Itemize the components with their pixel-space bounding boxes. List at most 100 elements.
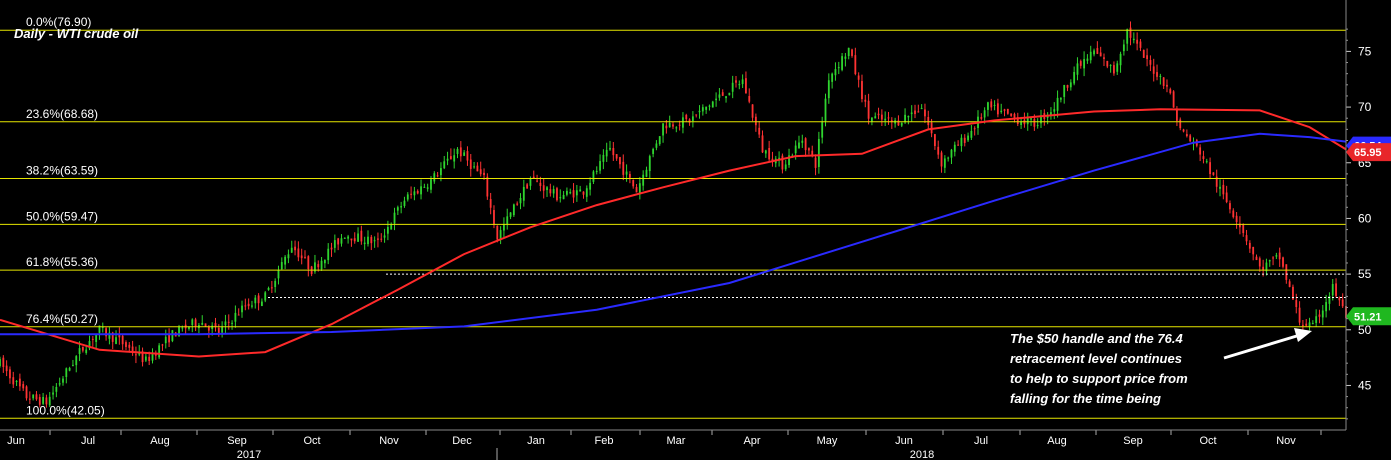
candle-body xyxy=(1003,109,1006,111)
candle-body xyxy=(231,322,233,324)
candle-body xyxy=(85,349,88,353)
candle-body xyxy=(1335,283,1337,297)
candle-body xyxy=(390,223,393,230)
candle-body xyxy=(615,154,618,159)
candle-body xyxy=(327,248,330,261)
candle-body xyxy=(270,287,273,289)
candle-body xyxy=(1089,51,1092,61)
candle-body xyxy=(416,191,419,194)
candle-body xyxy=(927,117,930,126)
candle-body xyxy=(32,394,35,399)
candle-body xyxy=(277,270,280,279)
candle-body xyxy=(1176,109,1178,121)
candle-body xyxy=(297,248,300,258)
candle-body xyxy=(1136,39,1139,44)
candle-body xyxy=(274,280,277,288)
candle-body xyxy=(241,305,243,313)
candle-body xyxy=(556,188,558,201)
fib-level-label: 76.4%(50.27) xyxy=(26,312,98,326)
x-month-label: Jan xyxy=(527,435,545,447)
candle-body xyxy=(1185,134,1188,137)
candle-body xyxy=(1189,135,1192,142)
candle-body xyxy=(496,225,499,240)
candle-body xyxy=(1318,314,1321,317)
candle-body xyxy=(831,73,834,82)
candle-body xyxy=(1142,50,1145,58)
x-month-label: Jun xyxy=(7,435,25,447)
candle-body xyxy=(1103,57,1105,59)
candle-body xyxy=(111,332,114,342)
candle-body xyxy=(410,193,413,195)
x-month-label: Sep xyxy=(1123,435,1143,447)
candle-body xyxy=(1258,258,1261,267)
candle-body xyxy=(28,398,31,400)
candle-body xyxy=(526,184,529,189)
candles-layer xyxy=(0,21,1347,408)
svg-text:65.95: 65.95 xyxy=(1354,147,1382,159)
candle-body xyxy=(290,247,293,253)
candle-body xyxy=(1315,316,1318,323)
candle-body xyxy=(761,135,764,153)
x-month-label: Feb xyxy=(595,435,614,447)
x-month-label: Jun xyxy=(895,435,913,447)
candle-body xyxy=(188,326,190,329)
candle-body xyxy=(701,107,704,112)
candle-body xyxy=(768,147,771,160)
candle-body xyxy=(383,235,386,238)
candle-body xyxy=(645,169,648,177)
candle-body xyxy=(386,226,389,234)
annotation-arrowhead xyxy=(1294,328,1312,342)
candle-body xyxy=(691,116,694,122)
candle-body xyxy=(75,356,78,366)
candle-body xyxy=(287,254,290,259)
candle-body xyxy=(396,207,399,211)
fib-level-label: 0.0%(76.90) xyxy=(26,15,91,29)
candle-body xyxy=(718,94,721,98)
candle-body xyxy=(105,328,108,337)
candle-body xyxy=(91,338,94,340)
candle-body xyxy=(257,295,260,304)
candle-body xyxy=(1056,97,1059,111)
candle-body xyxy=(884,118,887,121)
annotation-line: falling for the time being xyxy=(1010,391,1161,406)
candle-body xyxy=(516,203,519,205)
candle-body xyxy=(95,333,98,342)
candle-body xyxy=(536,180,538,182)
candle-body xyxy=(144,356,147,361)
candle-body xyxy=(1235,215,1238,223)
x-month-label: Jul xyxy=(81,435,95,447)
candle-body xyxy=(662,123,664,136)
candle-body xyxy=(22,384,25,389)
candle-body xyxy=(967,135,969,141)
candle-body xyxy=(1262,266,1265,271)
candle-body xyxy=(101,326,104,328)
candle-body xyxy=(1282,257,1284,267)
candle-body xyxy=(72,364,74,366)
candle-body xyxy=(307,256,310,270)
candle-body xyxy=(5,365,8,372)
candle-body xyxy=(1209,162,1211,175)
candle-body xyxy=(947,157,950,159)
x-month-label: Apr xyxy=(743,435,760,447)
candle-body xyxy=(784,164,787,170)
x-year-label: 2017 xyxy=(237,449,261,460)
candle-body xyxy=(1229,203,1231,210)
candle-body xyxy=(754,116,757,126)
candle-body xyxy=(353,238,356,242)
candle-body xyxy=(214,323,217,328)
candle-body xyxy=(1122,44,1125,52)
fib-level-label: 100.0%(42.05) xyxy=(26,403,105,417)
candle-body xyxy=(741,79,744,85)
candle-body xyxy=(953,144,956,152)
candle-body xyxy=(45,397,48,405)
y-tick-label: 75 xyxy=(1358,44,1372,58)
candle-body xyxy=(171,330,174,342)
candle-body xyxy=(433,173,436,182)
candle-body xyxy=(1202,156,1205,160)
candle-body xyxy=(721,92,724,96)
candle-body xyxy=(347,236,350,239)
candle-body xyxy=(562,194,565,200)
candle-body xyxy=(1113,65,1115,74)
candle-body xyxy=(592,171,595,182)
x-month-label: Dec xyxy=(452,435,472,447)
